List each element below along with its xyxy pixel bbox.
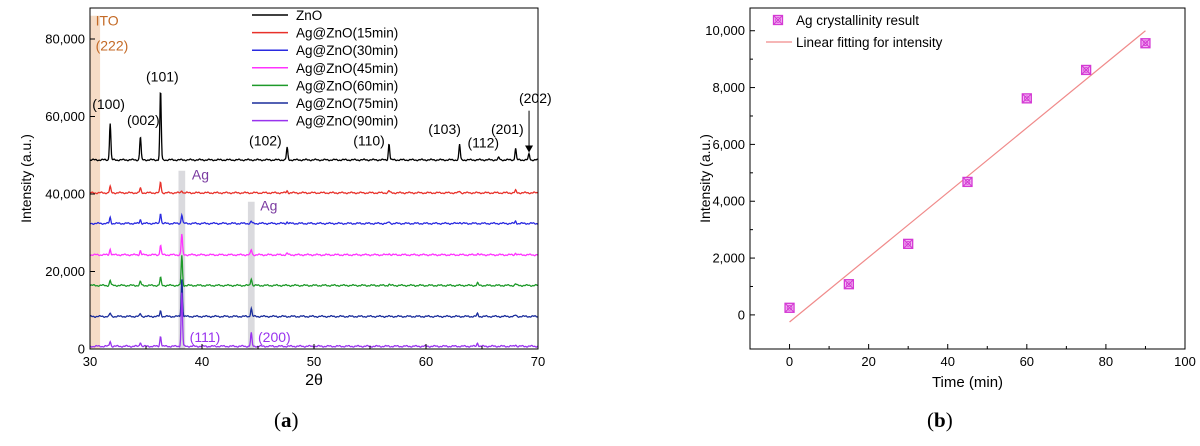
data-point <box>1140 38 1151 49</box>
x-tick-label: 0 <box>786 354 793 369</box>
data-point <box>962 176 973 188</box>
peak-label: ITO <box>96 12 119 28</box>
legend-label-fit: Linear fitting for intensity <box>796 35 943 50</box>
y-tick-label: 0 <box>738 307 745 322</box>
x-tick-label: 40 <box>940 354 954 369</box>
y-tick-label: 4,000 <box>712 194 745 209</box>
plot-frame <box>89 7 539 350</box>
marker-ring <box>1083 67 1089 73</box>
y-tick-label: 0 <box>78 342 85 357</box>
marker-cross <box>1081 65 1092 75</box>
legend-label-Ag@ZnO(15min): Ag@ZnO(15min) <box>296 26 398 41</box>
marker-ring <box>1142 40 1149 47</box>
legend-label-Ag@ZnO(60min): Ag@ZnO(60min) <box>296 78 398 93</box>
x-tick-label: 50 <box>307 354 321 369</box>
marker-cross <box>903 238 914 249</box>
peak-label: (112) <box>467 135 499 151</box>
marker-cross <box>843 279 854 290</box>
x-tick-label: 70 <box>531 354 545 369</box>
peak-label: (222) <box>96 38 129 54</box>
peak-label: (103) <box>428 121 461 137</box>
peak-label: (102) <box>249 133 282 149</box>
y-axis-label: Intensity (a.u.) <box>697 134 713 223</box>
data-point <box>843 279 855 290</box>
highlight-band-2 <box>247 201 255 349</box>
y-tick-label: 60,000 <box>45 109 85 124</box>
plot-frame <box>749 7 1186 350</box>
marker-cross <box>773 15 783 25</box>
marker-cross <box>1021 93 1032 104</box>
legend-marker <box>772 14 784 26</box>
y-tick-label: 20,000 <box>45 264 85 279</box>
peak-label: (110) <box>353 133 385 149</box>
peak-label: (101) <box>146 69 179 85</box>
peak-label: Ag <box>192 166 209 182</box>
peak-arrow-head <box>525 145 534 153</box>
panel-a-caption: (a) <box>274 408 299 432</box>
legend-label-Ag@ZnO(90min): Ag@ZnO(90min) <box>296 114 398 129</box>
data-point <box>1080 64 1092 76</box>
data-point <box>903 238 914 250</box>
series-line-Ag@ZnO(60min) <box>89 255 539 288</box>
data-point <box>784 302 795 313</box>
x-tick-label: 30 <box>83 354 97 369</box>
x-tick-label: 100 <box>1174 354 1196 369</box>
y-tick-label: 6,000 <box>712 137 745 152</box>
highlight-band-0 <box>90 15 101 349</box>
marker-cross <box>962 177 973 187</box>
series-line-Ag@ZnO(45min) <box>89 233 539 257</box>
xrd-chart: 30 40 50 60 70 0 20,000 40,000 60,000 80,000 2θ Int… <box>18 7 552 389</box>
marker-cross <box>1140 38 1151 49</box>
legend-label-ZnO: ZnO <box>296 8 322 23</box>
marker-ring <box>775 17 781 23</box>
legend-label-points: Ag crystallinity result <box>796 13 919 28</box>
peak-label: (202) <box>519 90 552 106</box>
legend-label-Ag@ZnO(30min): Ag@ZnO(30min) <box>296 43 398 58</box>
peak-label: (201) <box>491 121 524 137</box>
series-line-Ag@ZnO(90min) <box>89 292 539 348</box>
series-line-Ag@ZnO(30min) <box>89 212 539 226</box>
x-tick-label: 80 <box>1099 354 1113 369</box>
marker-ring <box>786 304 793 311</box>
panel-a: 30 40 50 60 70 0 20,000 40,000 60,000 80,000 2θ Int… <box>0 0 600 441</box>
x-tick-label: 60 <box>419 354 433 369</box>
panel-b-caption: (b) <box>927 408 953 432</box>
legend-label-Ag@ZnO(45min): Ag@ZnO(45min) <box>296 61 398 76</box>
peak-label: (100) <box>92 96 125 112</box>
crystallinity-chart: 0 20 40 60 80 100 0 2,000 4,000 6,000 8,000 10,000 T… <box>697 7 1196 391</box>
peak-label: (111) <box>190 329 221 345</box>
marker-cross <box>784 302 795 313</box>
x-tick-label: 60 <box>1020 354 1034 369</box>
x-axis-label: Time (min) <box>932 374 1003 391</box>
peak-label: Ag <box>260 197 277 213</box>
y-tick-label: 40,000 <box>45 187 85 202</box>
marker-ring <box>905 241 912 247</box>
y-axis-label: Intensity (a.u.) <box>18 134 34 223</box>
y-tick-label: 10,000 <box>705 23 745 38</box>
panel-b: 0 20 40 60 80 100 0 2,000 4,000 6,000 8,000 10,000 T… <box>600 0 1200 441</box>
y-tick-label: 8,000 <box>712 80 745 95</box>
marker-ring <box>964 179 971 185</box>
peak-label: (002) <box>127 112 160 128</box>
series-line-ZnO <box>89 92 539 162</box>
x-axis-label: 2θ <box>305 372 323 389</box>
x-tick-label: 20 <box>861 354 875 369</box>
data-point <box>1021 93 1032 104</box>
legend-label-Ag@ZnO(75min): Ag@ZnO(75min) <box>296 96 398 111</box>
marker-ring <box>846 281 852 288</box>
fit-line <box>789 30 1146 323</box>
series-line-Ag@ZnO(15min) <box>89 181 539 195</box>
y-tick-label: 80,000 <box>45 32 85 47</box>
x-tick-label: 40 <box>195 354 209 369</box>
marker-ring <box>1023 95 1030 102</box>
y-tick-label: 2,000 <box>712 251 745 266</box>
peak-label: (200) <box>258 329 291 345</box>
series-line-Ag@ZnO(75min) <box>89 279 539 318</box>
